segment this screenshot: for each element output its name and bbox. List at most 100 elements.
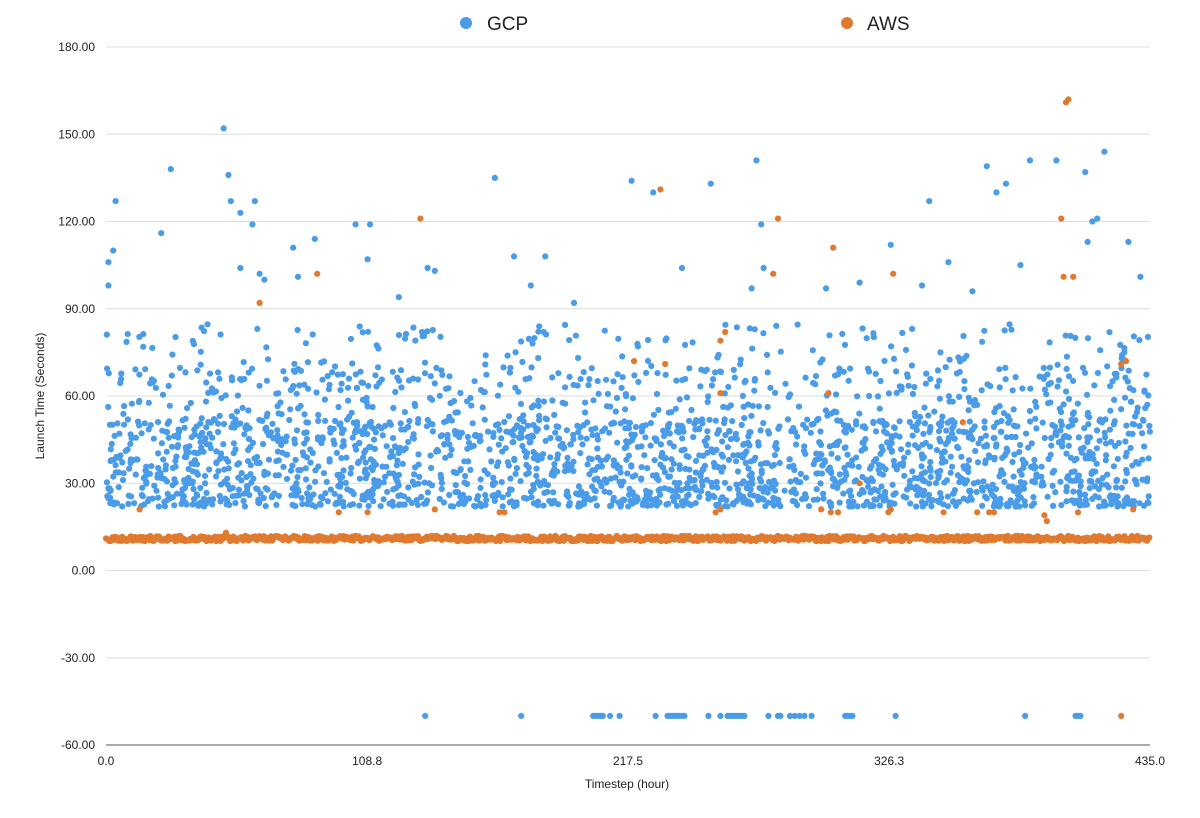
gcp-point: [348, 464, 355, 472]
gcp-point: [158, 230, 165, 237]
gcp-point: [625, 452, 633, 459]
gcp-point: [616, 464, 623, 471]
gcp-point: [726, 485, 733, 492]
gcp-point: [902, 346, 910, 354]
gcp-point: [543, 416, 550, 423]
gcp-point: [125, 492, 132, 499]
gcp-point: [849, 462, 856, 469]
gcp-point: [392, 388, 399, 396]
gcp-point: [673, 377, 680, 384]
gcp-point: [730, 366, 737, 373]
gcp-point: [159, 391, 167, 398]
gcp-point: [519, 442, 526, 450]
gcp-point: [1049, 482, 1056, 489]
gcp-point: [1046, 339, 1053, 346]
gcp-point: [448, 446, 455, 453]
aws-point: [222, 529, 230, 536]
gcp-point: [799, 496, 806, 503]
aws-point: [1060, 273, 1067, 280]
gcp-point: [617, 420, 624, 427]
gcp-point: [943, 427, 950, 434]
gcp-point: [719, 438, 726, 445]
gcp-point: [856, 279, 863, 286]
gcp-point: [525, 335, 533, 342]
gcp-point: [181, 424, 188, 431]
gcp-point: [464, 445, 471, 452]
gcp-point: [213, 473, 220, 480]
aws-point: [717, 506, 724, 513]
gcp-point: [749, 402, 756, 409]
gcp-point: [275, 390, 282, 397]
gcp-point: [1084, 391, 1091, 398]
gcp-point: [167, 166, 174, 173]
gcp-point: [349, 501, 357, 508]
gcp-point: [306, 484, 313, 491]
gcp-point: [891, 424, 898, 432]
gcp-point: [464, 433, 471, 441]
gcp-point: [467, 466, 474, 473]
gcp-point: [168, 372, 175, 379]
gcp-point: [746, 442, 753, 449]
gcp-point: [260, 440, 267, 448]
gcp-point: [935, 474, 942, 482]
gcp-point: [666, 439, 673, 447]
gcp-point: [960, 332, 967, 340]
series-gcp: [103, 125, 1153, 720]
gcp-point: [263, 377, 270, 384]
gcp-point: [119, 503, 126, 510]
gcp-point: [644, 465, 651, 472]
gcp-point: [441, 440, 448, 448]
gcp-point: [771, 452, 779, 459]
gcp-point: [764, 489, 771, 496]
gcp-point: [927, 426, 934, 433]
gcp-point: [198, 415, 205, 422]
gcp-point: [906, 418, 913, 426]
gcp-point: [161, 475, 168, 482]
gcp-point: [776, 423, 783, 430]
gcp-point: [115, 484, 122, 491]
gcp-point: [1072, 477, 1079, 484]
gcp-point: [149, 344, 156, 351]
gcp-point: [549, 374, 556, 381]
gcp-point: [577, 450, 584, 457]
gcp-point: [945, 259, 952, 266]
gcp-point: [1113, 484, 1120, 491]
gcp-point: [983, 163, 990, 170]
gcp-point: [324, 373, 331, 380]
gcp-point: [1076, 502, 1083, 509]
aws-point: [818, 506, 825, 513]
gcp-point: [510, 253, 518, 260]
gcp-point: [697, 473, 704, 480]
gcp-point: [204, 321, 211, 328]
gcp-point: [154, 419, 162, 426]
gcp-point: [342, 479, 349, 486]
gcp-point: [127, 431, 134, 438]
gcp-point: [833, 391, 840, 398]
gcp-point: [217, 498, 224, 505]
gcp-point: [228, 413, 235, 420]
gcp-point: [197, 348, 204, 355]
gcp-point: [462, 472, 469, 480]
aws-point: [314, 270, 321, 277]
gcp-point: [203, 379, 210, 386]
gcp-point: [141, 420, 148, 427]
gcp-point: [172, 334, 179, 341]
gcp-point: [965, 457, 973, 464]
gcp-point: [893, 389, 900, 396]
gcp-point: [175, 430, 182, 437]
gcp-point: [1113, 370, 1120, 377]
gcp-point: [933, 447, 941, 454]
gcp-point: [916, 413, 924, 420]
gcp-point: [362, 459, 369, 466]
gcp-point: [890, 355, 898, 362]
gcp-point: [935, 499, 943, 506]
gcp-point: [406, 417, 413, 425]
gcp-point: [886, 500, 893, 507]
gcp-point: [424, 489, 431, 496]
gcp-point: [926, 198, 933, 205]
gcp-point: [131, 500, 138, 507]
gcp-point: [981, 327, 988, 334]
gcp-point: [216, 455, 224, 462]
gcp-point: [810, 379, 817, 387]
gcp-point: [918, 282, 926, 289]
